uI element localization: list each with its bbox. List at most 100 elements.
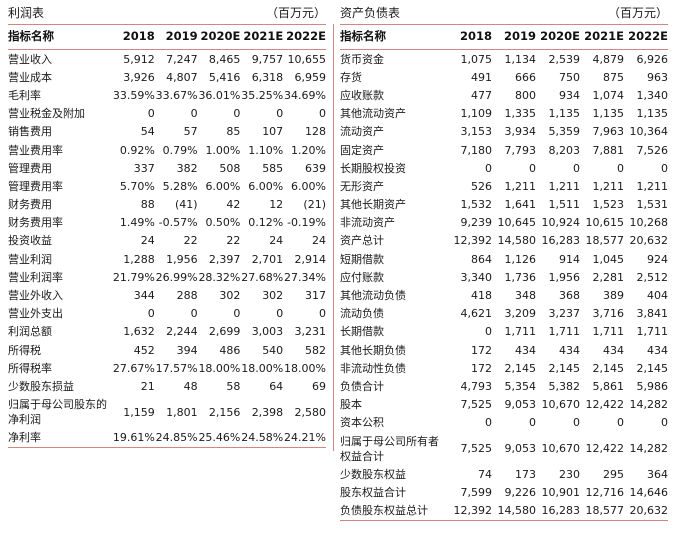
row-label: 净利率 bbox=[8, 431, 41, 445]
cell-value: 18.00% bbox=[241, 361, 284, 375]
cell-value: 10,670 bbox=[541, 442, 581, 456]
cell-value: 5,912 bbox=[123, 52, 155, 66]
row-label: 管理费用率 bbox=[8, 179, 63, 193]
row-label: 长期股权投资 bbox=[340, 161, 406, 175]
row-label: 负债合计 bbox=[340, 379, 384, 393]
cell-value: 0 bbox=[573, 416, 580, 430]
cell-value: 1,288 bbox=[123, 252, 155, 266]
row-label: 流动资产 bbox=[340, 125, 384, 139]
cell-value: 18.00% bbox=[198, 361, 241, 375]
table-row: 管理费用 337 382 508 585 639 bbox=[8, 159, 326, 177]
cell-value: 14,646 bbox=[629, 485, 669, 499]
cell-value: 7,881 bbox=[592, 143, 625, 157]
cell-value: 7,525 bbox=[460, 442, 493, 456]
cell-value: 434 bbox=[603, 343, 624, 357]
cell-value: 4,621 bbox=[460, 307, 493, 321]
cell-value: 10,364 bbox=[629, 125, 669, 139]
cell-value: 10,655 bbox=[287, 52, 327, 66]
cell-value: 58 bbox=[226, 379, 241, 393]
cell-value: 1,711 bbox=[592, 325, 625, 339]
row-label: 其他长期负债 bbox=[340, 343, 406, 357]
cell-value: 9,053 bbox=[504, 398, 537, 412]
cell-value: 477 bbox=[471, 88, 492, 102]
cell-value: 9,053 bbox=[504, 442, 537, 456]
cell-value: 963 bbox=[647, 70, 668, 84]
cell-value: 27.67% bbox=[112, 361, 155, 375]
cell-value: 7,247 bbox=[166, 52, 198, 66]
cell-value: 7,525 bbox=[460, 398, 493, 412]
cell-value: 173 bbox=[515, 467, 536, 481]
cell-value: 0 bbox=[276, 307, 284, 321]
row-label: 财务费用率 bbox=[8, 216, 63, 230]
table-row: 短期借款 864 1,126 914 1,045 924 bbox=[340, 250, 668, 268]
cell-value: 2,145 bbox=[504, 361, 537, 375]
cell-value: 302 bbox=[219, 289, 241, 303]
cell-value: 5.70% bbox=[119, 179, 155, 193]
cell-value: -0.19% bbox=[287, 216, 326, 230]
cell-value: 6,959 bbox=[294, 70, 327, 84]
cell-value: 1.00% bbox=[205, 143, 241, 157]
column-header-year: 2022E bbox=[283, 24, 326, 50]
cell-value: 1,523 bbox=[592, 198, 625, 212]
cell-value: 16,283 bbox=[541, 504, 581, 518]
cell-value: 0 bbox=[617, 161, 624, 175]
cell-value: 914 bbox=[559, 252, 580, 266]
row-label: 股东权益合计 bbox=[340, 485, 406, 499]
cell-value: 337 bbox=[133, 161, 155, 175]
cell-value: 1,134 bbox=[504, 52, 537, 66]
table-row: 少数股东损益 21 48 58 64 69 bbox=[8, 377, 326, 395]
table-row: 营业利润率 21.79% 26.99% 28.32% 27.68% 27.34% bbox=[8, 268, 326, 286]
cell-value: 1,511 bbox=[548, 198, 581, 212]
table-row: 营业外支出 0 0 0 0 0 bbox=[8, 305, 326, 323]
table-row: 其他流动负债 418 348 368 389 404 bbox=[340, 286, 668, 304]
table-row: 销售费用 54 57 85 107 128 bbox=[8, 123, 326, 141]
cell-value: 5.28% bbox=[162, 179, 198, 193]
cell-value: 74 bbox=[478, 467, 492, 481]
table-row: 流动负债 4,621 3,209 3,237 3,716 3,841 bbox=[340, 305, 668, 323]
cell-value: 3,237 bbox=[548, 307, 581, 321]
row-label: 少数股东权益 bbox=[340, 467, 406, 481]
cell-value: 344 bbox=[133, 289, 155, 303]
cell-value: 0 bbox=[190, 107, 198, 121]
cell-value: 3,716 bbox=[592, 307, 625, 321]
cell-value: 2,145 bbox=[592, 361, 625, 375]
cell-value: 24 bbox=[312, 234, 326, 248]
income-statement-unit-label: （百万元） bbox=[265, 6, 326, 20]
cell-value: 0 bbox=[233, 307, 241, 321]
row-label: 营业利润率 bbox=[8, 270, 63, 284]
row-label: 无形资产 bbox=[340, 179, 384, 193]
table-row: 净利率 19.61% 24.85% 25.46% 24.58% 24.21% bbox=[8, 429, 326, 448]
cell-value: 1.20% bbox=[291, 143, 326, 157]
column-header-year: 2021E bbox=[240, 24, 284, 50]
balance-sheet-title: 资产负债表 bbox=[340, 6, 401, 20]
cell-value: 434 bbox=[647, 343, 668, 357]
cell-value: 17.57% bbox=[155, 361, 198, 375]
cell-value: 1,211 bbox=[636, 179, 669, 193]
row-label: 营业税金及附加 bbox=[8, 107, 85, 121]
cell-value: 368 bbox=[559, 289, 580, 303]
cell-value: 8,465 bbox=[208, 52, 241, 66]
cell-value: 1,211 bbox=[548, 179, 581, 193]
cell-value: 0 bbox=[529, 416, 536, 430]
row-label: 归属于母公司股东的净利润 bbox=[8, 398, 107, 427]
column-header-year: 2018 bbox=[448, 24, 492, 50]
cell-value: 10,645 bbox=[497, 216, 537, 230]
column-header-year: 2021E bbox=[580, 24, 624, 50]
row-label: 营业利润 bbox=[8, 252, 52, 266]
cell-value: 9,226 bbox=[504, 485, 537, 499]
cell-value: 42 bbox=[226, 198, 241, 212]
cell-value: 6.00% bbox=[291, 179, 326, 193]
cell-value: 3,926 bbox=[123, 70, 155, 84]
column-header-label: 指标名称 bbox=[8, 24, 112, 50]
table-row: 营业利润 1,288 1,956 2,397 2,701 2,914 bbox=[8, 250, 326, 268]
row-label: 营业外收入 bbox=[8, 289, 63, 303]
cell-value: 1,135 bbox=[592, 107, 625, 121]
cell-value: 12,422 bbox=[585, 398, 625, 412]
cell-value: 0.50% bbox=[205, 216, 241, 230]
cell-value: 1,335 bbox=[504, 107, 537, 121]
table-row: 资本公积 0 0 0 0 0 bbox=[340, 414, 668, 432]
column-header-year: 2020E bbox=[536, 24, 580, 50]
column-header-year: 2020E bbox=[197, 24, 241, 50]
column-header-year: 2018 bbox=[112, 24, 155, 50]
cell-value: 0 bbox=[319, 107, 326, 121]
